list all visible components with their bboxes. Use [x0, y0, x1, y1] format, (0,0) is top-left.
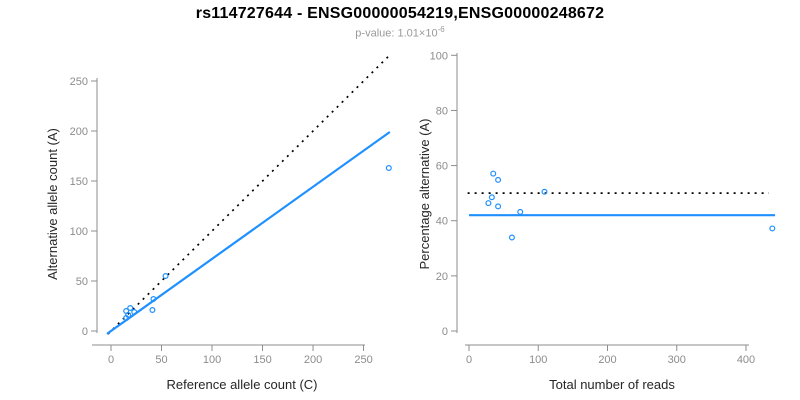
data-point: [495, 203, 502, 210]
y-tick-label: 50: [76, 276, 88, 288]
y-tick-label: 40: [436, 216, 448, 228]
x-tick-label: 150: [253, 354, 271, 366]
data-point: [150, 296, 157, 303]
pvalue-exponent: -6: [437, 25, 445, 34]
data-point: [488, 194, 495, 201]
data-point: [490, 170, 497, 177]
data-point: [541, 188, 548, 195]
x-tick-label: 100: [529, 354, 547, 366]
x-axis-title: Total number of reads: [549, 377, 675, 392]
data-point: [769, 225, 776, 232]
x-tick-label: 0: [108, 354, 114, 366]
x-tick-label: 100: [203, 354, 221, 366]
y-tick-label: 100: [430, 50, 448, 62]
x-tick-label: 200: [598, 354, 616, 366]
plot-subtitle: p-value: 1.01×10-6: [0, 25, 800, 40]
data-point: [162, 273, 169, 280]
y-tick-label: 0: [82, 326, 88, 338]
data-point: [508, 234, 515, 241]
y-tick-label: 150: [70, 176, 88, 188]
y-axis-title: Alternative allele count (A): [45, 128, 60, 280]
y-tick-label: 60: [436, 161, 448, 173]
pvalue-text: p-value: 1.01×10: [355, 27, 438, 40]
y-tick-label: 20: [436, 271, 448, 283]
y-tick-label: 200: [70, 126, 88, 138]
y-tick-label: 100: [70, 226, 88, 238]
y-axis-title: Percentage alternative (A): [417, 118, 432, 269]
data-point: [131, 309, 138, 316]
y-tick-label: 80: [436, 105, 448, 117]
data-point: [127, 305, 134, 312]
data-point: [123, 315, 130, 322]
plot-title: rs114727644 - ENSG00000054219,ENSG000002…: [195, 5, 605, 22]
data-point: [495, 176, 502, 183]
data-point: [517, 208, 524, 215]
x-tick-label: 300: [668, 354, 686, 366]
x-axis-title: Reference allele count (C): [166, 377, 317, 392]
x-tick-label: 0: [466, 354, 472, 366]
identity-line: [107, 53, 392, 335]
y-tick-label: 0: [442, 326, 448, 338]
x-tick-label: 50: [155, 354, 167, 366]
x-tick-label: 200: [304, 354, 322, 366]
y-tick-label: 250: [70, 76, 88, 88]
x-tick-label: 400: [737, 354, 755, 366]
data-point: [149, 307, 156, 314]
data-point: [485, 200, 492, 207]
x-tick-label: 250: [354, 354, 372, 366]
regression-line: [106, 131, 391, 335]
data-point: [385, 165, 392, 172]
